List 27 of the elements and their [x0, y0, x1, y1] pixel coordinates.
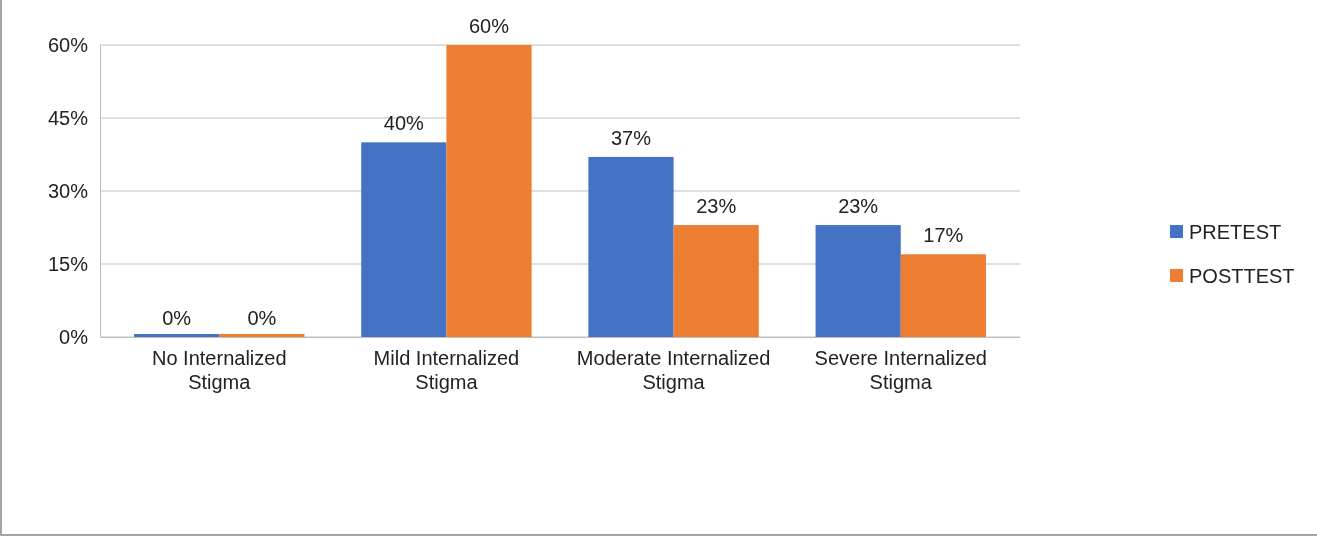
bar [588, 156, 674, 337]
legend-label: PRETEST [1189, 221, 1282, 243]
y-tick-label: 45% [47, 106, 89, 129]
bar [446, 45, 532, 337]
data-label: 37% [610, 126, 652, 149]
data-label: 0% [162, 307, 192, 329]
y-tick-label: 30% [47, 179, 89, 202]
x-tick-label: No Internalized Stigma [151, 347, 287, 394]
data-label: 23% [838, 195, 879, 218]
y-tick-label: 60% [47, 33, 89, 56]
bar [673, 225, 759, 337]
x-tick-label: Severe Internalized Stigma [814, 347, 987, 394]
data-label: 23% [696, 195, 737, 218]
y-tick-label: 0% [59, 325, 89, 348]
data-label: 17% [923, 224, 964, 247]
bar [361, 142, 447, 337]
legend-label: POSTTEST [1189, 265, 1295, 287]
x-tick-label: Mild Internalized Stigma [373, 347, 520, 394]
data-label: 40% [383, 112, 425, 135]
bar [900, 254, 986, 337]
bar [134, 334, 220, 337]
data-label: 0% [247, 307, 277, 329]
y-tick-label: 15% [47, 252, 89, 275]
bar [219, 334, 305, 337]
x-tick-label: Moderate Internalized Stigma [576, 347, 771, 394]
data-label: 60% [469, 15, 510, 37]
bar [815, 225, 901, 337]
